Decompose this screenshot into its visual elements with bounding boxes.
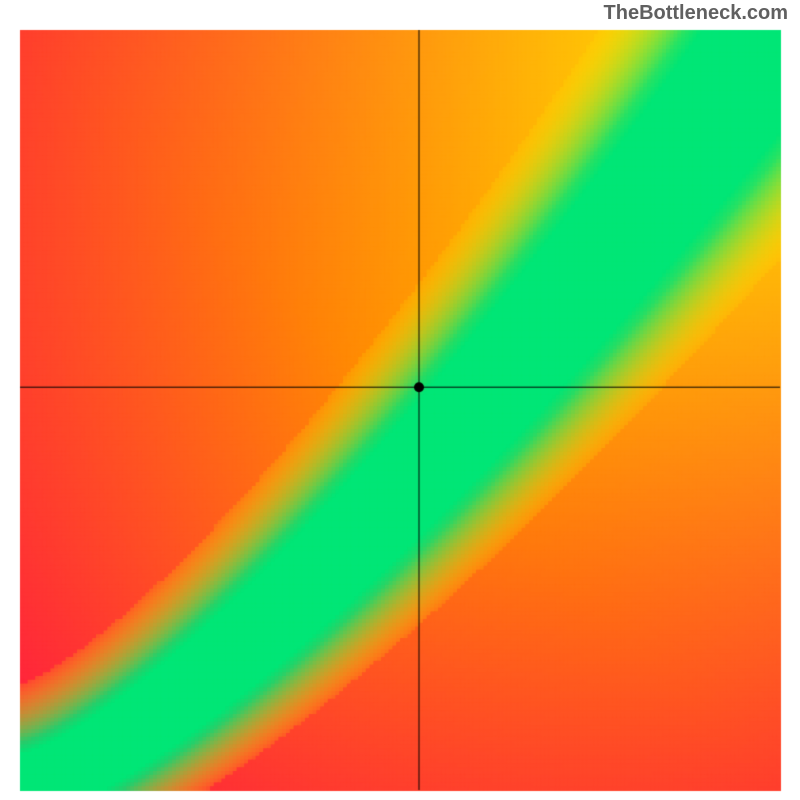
- bottleneck-heatmap-canvas: [0, 0, 800, 800]
- watermark-text: TheBottleneck.com: [604, 2, 788, 25]
- chart-container: TheBottleneck.com: [0, 0, 800, 800]
